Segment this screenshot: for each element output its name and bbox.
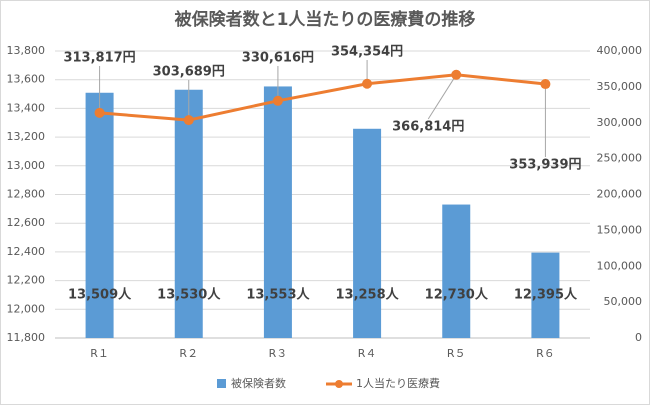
y2-tick-label: 200,000 bbox=[597, 188, 643, 201]
y2-tick-label: 350,000 bbox=[597, 80, 643, 93]
legend-label: 被保険者数 bbox=[231, 376, 286, 390]
bar bbox=[263, 86, 292, 338]
y-tick-label: 12,400 bbox=[7, 245, 46, 258]
y2-tick-label: 150,000 bbox=[597, 223, 643, 236]
y2-tick-label: 400,000 bbox=[597, 44, 643, 57]
y-tick-label: 13,600 bbox=[7, 73, 46, 86]
data-label: 13,530人 bbox=[157, 287, 221, 303]
data-label: 353,939円 bbox=[509, 158, 581, 173]
y-tick-label: 13,800 bbox=[7, 44, 46, 57]
data-label: 12,730人 bbox=[425, 287, 489, 303]
data-label: 354,354円 bbox=[331, 45, 403, 60]
x-tick-label: R１ bbox=[90, 347, 109, 360]
bar bbox=[353, 128, 382, 338]
x-tick-label: R３ bbox=[269, 347, 288, 360]
legend-swatch bbox=[217, 379, 226, 388]
line-marker bbox=[272, 95, 283, 106]
y-tick-label: 11,800 bbox=[7, 331, 46, 344]
line-marker bbox=[540, 79, 551, 90]
data-label: 313,817円 bbox=[63, 51, 135, 66]
data-label: 366,814円 bbox=[392, 120, 464, 135]
legend-label: 1人当たり医療費 bbox=[356, 376, 440, 390]
x-tick-label: R６ bbox=[536, 347, 555, 360]
legend-swatch bbox=[335, 380, 343, 388]
chart-title: 被保険者数と1人当たりの医療費の推移 bbox=[175, 9, 476, 30]
y-tick-label: 13,000 bbox=[7, 159, 46, 172]
y-tick-label: 12,600 bbox=[7, 216, 46, 229]
line-marker bbox=[451, 69, 462, 80]
bar bbox=[531, 252, 560, 338]
line bbox=[99, 73, 546, 122]
y-tick-label: 12,800 bbox=[7, 188, 46, 201]
x-tick-label: R２ bbox=[179, 347, 198, 360]
line-marker bbox=[94, 107, 105, 118]
line-marker bbox=[183, 115, 194, 126]
x-tick-label: R４ bbox=[358, 347, 377, 360]
y2-tick-label: 0 bbox=[635, 331, 642, 344]
data-label: 13,553人 bbox=[246, 287, 310, 303]
y-tick-label: 12,000 bbox=[7, 302, 46, 315]
bar bbox=[85, 92, 114, 338]
y-tick-label: 13,200 bbox=[7, 130, 46, 143]
bar bbox=[442, 204, 471, 338]
x-tick-label: R５ bbox=[447, 347, 466, 360]
data-label: 13,258人 bbox=[335, 287, 399, 303]
data-label: 12,395人 bbox=[514, 287, 578, 303]
bar bbox=[174, 89, 203, 339]
y-tick-label: 12,200 bbox=[7, 274, 46, 287]
y2-tick-label: 100,000 bbox=[597, 259, 643, 272]
data-label: 13,509人 bbox=[68, 287, 132, 303]
line-marker bbox=[362, 78, 373, 89]
y2-tick-label: 250,000 bbox=[597, 152, 643, 165]
y2-tick-label: 50,000 bbox=[604, 295, 643, 308]
leader-line bbox=[427, 74, 457, 120]
data-label: 330,616円 bbox=[242, 51, 314, 66]
y-tick-label: 13,400 bbox=[7, 101, 46, 114]
y2-tick-label: 300,000 bbox=[597, 116, 643, 129]
data-label: 303,689円 bbox=[153, 65, 225, 80]
